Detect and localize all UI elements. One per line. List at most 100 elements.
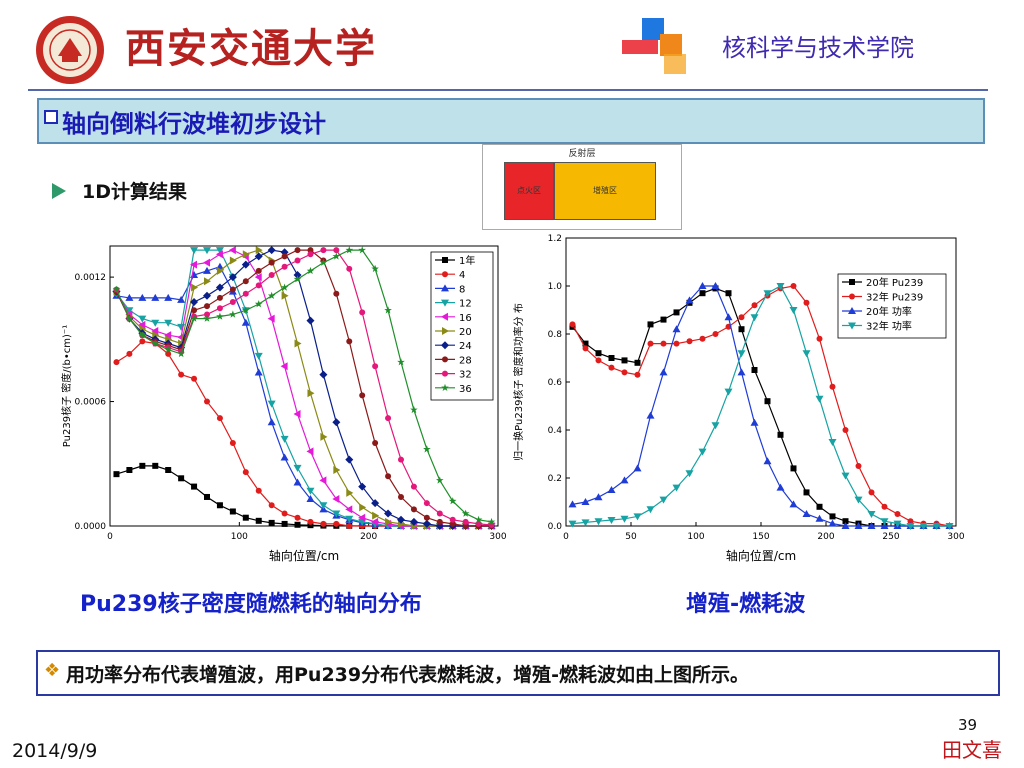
data-point [802, 510, 811, 517]
data-point [242, 514, 249, 521]
data-point [203, 291, 211, 300]
data-point [436, 476, 444, 484]
data-point [423, 445, 431, 453]
data-point [280, 435, 289, 443]
data-point [216, 415, 223, 422]
data-point [151, 327, 159, 336]
data-point [190, 314, 198, 322]
legend-marker [441, 383, 449, 391]
data-point [423, 500, 430, 507]
data-point [306, 495, 315, 503]
y-tick-label: 0.0006 [75, 398, 107, 408]
data-point [634, 371, 641, 378]
data-point [216, 294, 223, 301]
data-point [789, 500, 798, 508]
data-point [582, 340, 589, 347]
data-point [254, 352, 263, 360]
data-point [867, 511, 876, 518]
data-point [138, 320, 146, 329]
subsection-title: 1D计算结果 [82, 181, 187, 203]
data-point [751, 302, 758, 309]
data-point [293, 271, 302, 280]
data-point [229, 256, 237, 265]
data-point [436, 510, 443, 517]
y-axis-label: Pu239核子 密度/(b•cm)⁻¹ [60, 325, 73, 447]
section-title: 轴向倒料行波堆初步设计 [62, 110, 326, 138]
data-point [607, 486, 616, 493]
data-point [242, 306, 250, 314]
data-point [151, 293, 160, 301]
data-point [829, 383, 836, 390]
ignition-zone: 点火区 [504, 162, 554, 220]
data-point [647, 321, 654, 328]
data-point [868, 489, 875, 496]
data-point [763, 290, 772, 298]
data-point [319, 502, 328, 510]
x-tick-label: 50 [625, 532, 637, 542]
star-bullet-icon: ❖ [44, 660, 61, 681]
data-point [358, 482, 367, 491]
data-point [595, 357, 602, 364]
x-tick-label: 250 [882, 532, 899, 542]
data-point [607, 517, 616, 524]
data-point [345, 515, 354, 523]
legend-marker [848, 307, 856, 314]
data-point [280, 248, 289, 257]
data-point [686, 338, 693, 345]
data-point [790, 465, 797, 472]
data-point [294, 247, 301, 254]
slide-date: 2014/9/9 [12, 740, 98, 762]
data-point [151, 339, 160, 347]
series-line [572, 285, 950, 527]
data-point [306, 487, 315, 495]
data-point [229, 508, 236, 515]
legend-label: 4 [459, 270, 465, 281]
ignition-zone-label: 点火区 [517, 186, 541, 195]
data-point [803, 489, 810, 496]
data-point [267, 400, 276, 408]
y-tick-label: 1.2 [548, 234, 562, 244]
legend-box [430, 251, 494, 401]
legend-marker [442, 257, 448, 263]
data-point [894, 511, 901, 517]
data-point [151, 319, 160, 327]
legend-label: 36 [459, 384, 472, 395]
data-point [867, 522, 876, 529]
data-point [216, 266, 224, 275]
data-point [620, 476, 629, 484]
breed-burn-wave-chart: 0 50 100 150 200 250 300 0.0 0.2 0.4 0.6 0.8 1.0 1.2 轴… [512, 234, 964, 563]
data-point [816, 503, 823, 510]
data-point [581, 498, 590, 505]
data-point [164, 345, 172, 353]
data-point [204, 303, 210, 310]
data-point [333, 520, 340, 527]
data-point [828, 519, 837, 527]
data-point [595, 350, 602, 357]
data-point [608, 364, 615, 371]
data-point [191, 283, 199, 292]
y-axis-label: 归一换Pu239核子 密度和功率分 布 [512, 303, 525, 461]
data-point [138, 293, 147, 301]
legend-label: 32 [459, 370, 472, 381]
data-point [241, 260, 250, 269]
data-point [345, 505, 353, 514]
data-point [698, 448, 707, 456]
data-point [242, 290, 249, 297]
data-point [633, 464, 642, 472]
data-point [398, 493, 404, 500]
decorative-squares-icon [622, 18, 686, 74]
data-point [945, 523, 954, 530]
data-point [474, 515, 483, 523]
data-point [462, 518, 469, 525]
data-point [215, 250, 223, 259]
data-point [242, 278, 249, 285]
data-point [229, 286, 236, 293]
data-point [320, 247, 327, 254]
x-tick-label: 0 [107, 532, 113, 542]
data-point [397, 358, 405, 366]
data-point [190, 298, 199, 306]
legend-label: 1年 [459, 254, 475, 267]
data-point [750, 418, 759, 426]
data-point [319, 258, 328, 266]
